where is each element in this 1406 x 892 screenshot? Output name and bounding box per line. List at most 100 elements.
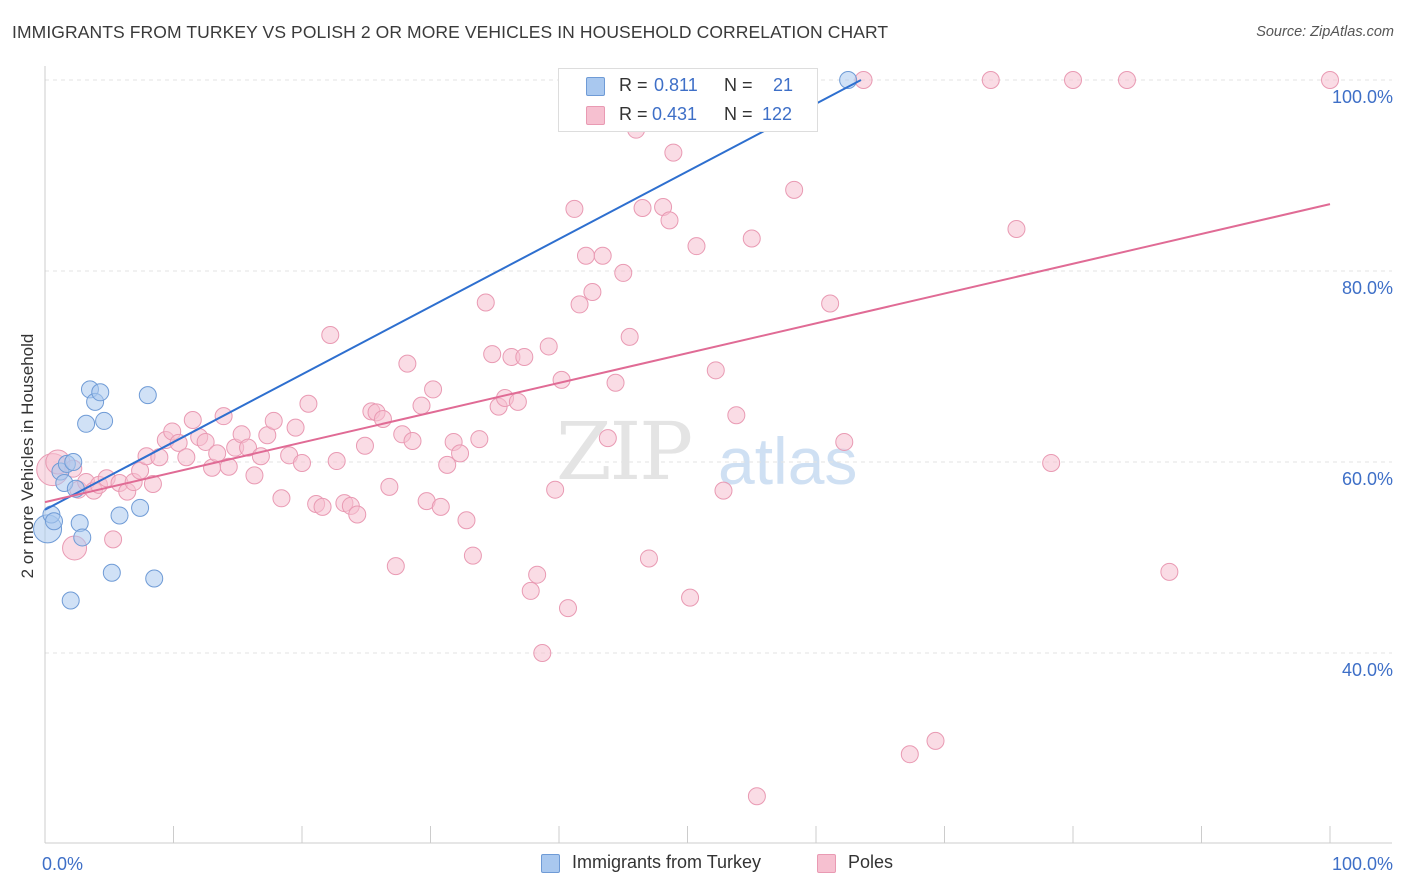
poles-point xyxy=(470,430,489,449)
y-tick-label: 40.0% xyxy=(1342,660,1393,680)
legend-n-label: N = xyxy=(724,75,753,95)
poles-point xyxy=(457,511,476,530)
turkey-point xyxy=(44,512,63,531)
legend-r-value-poles: 0.431 xyxy=(652,104,698,124)
y-tick-label: 100.0% xyxy=(1332,87,1393,107)
turkey-point xyxy=(131,498,150,517)
turkey-point xyxy=(91,383,110,402)
turkey-point xyxy=(77,414,96,433)
poles-point xyxy=(508,392,527,411)
poles-point xyxy=(660,211,679,230)
poles-point xyxy=(245,466,264,485)
poles-point xyxy=(424,380,443,399)
poles-point xyxy=(239,438,258,457)
poles-point xyxy=(606,373,625,392)
poles-point xyxy=(219,457,238,476)
poles-point xyxy=(681,588,700,607)
bottom-legend-swatch-turkey xyxy=(541,854,560,873)
poles-point xyxy=(633,198,652,217)
poles-point xyxy=(742,229,761,248)
poles-point xyxy=(639,549,658,568)
poles-point xyxy=(208,444,227,463)
poles-point xyxy=(293,453,311,472)
bottom-legend-label-turkey: Immigrants from Turkey xyxy=(572,852,762,872)
poles-point xyxy=(386,557,405,576)
y-tick-label: 60.0% xyxy=(1342,469,1393,489)
legend-row-turkey: R = 0.811 N = 21 xyxy=(559,73,817,99)
legend-r-label: R = xyxy=(619,75,648,95)
poles-point xyxy=(412,396,431,415)
poles-point xyxy=(521,581,540,600)
poles-point xyxy=(1321,71,1339,89)
legend-r-label: R = xyxy=(619,104,648,124)
poles-point xyxy=(183,410,202,429)
turkey-point xyxy=(61,591,80,610)
poles-point xyxy=(143,474,162,493)
poles-point xyxy=(926,731,945,750)
turkey-point xyxy=(145,569,164,588)
poles-point xyxy=(981,71,1000,89)
legend-row-poles: R = 0.431 N = 122 xyxy=(559,102,817,128)
poles-point xyxy=(714,481,733,500)
chart-title: IMMIGRANTS FROM TURKEY VS POLISH 2 OR MO… xyxy=(12,22,889,42)
poles-point xyxy=(1007,219,1026,238)
poles-point xyxy=(1117,71,1136,89)
poles-point xyxy=(348,505,367,524)
poles-point xyxy=(583,283,602,302)
x-tick-label: 0.0% xyxy=(42,854,83,874)
poles-point xyxy=(687,237,706,256)
watermark-zip: ZIP xyxy=(556,405,693,498)
poles-point xyxy=(1064,71,1082,89)
legend-n-value-poles: 122 xyxy=(762,104,793,124)
poles-point xyxy=(593,246,612,265)
poles-trend-line xyxy=(44,203,1331,504)
poles-point xyxy=(431,497,450,516)
poles-point xyxy=(398,354,417,373)
poles-point xyxy=(451,444,470,463)
poles-point xyxy=(264,411,283,430)
turkey-point xyxy=(95,411,114,430)
watermark-atlas: atlas xyxy=(718,424,858,498)
poles-point xyxy=(1042,453,1061,472)
poles-point xyxy=(286,418,305,437)
poles-point xyxy=(614,263,633,282)
poles-point xyxy=(380,477,399,496)
poles-point xyxy=(483,345,502,364)
poles-point xyxy=(598,429,617,448)
poles-point xyxy=(546,480,565,499)
poles-point xyxy=(565,199,584,218)
poles-point xyxy=(747,787,766,806)
turkey-point xyxy=(64,453,83,471)
poles-point xyxy=(620,327,639,346)
poles-point xyxy=(835,432,854,451)
bottom-legend-label-poles: Poles xyxy=(848,852,894,872)
turkey-point xyxy=(73,528,92,547)
poles-point xyxy=(533,644,552,662)
poles-point xyxy=(272,489,291,508)
poles-point xyxy=(313,497,332,516)
poles-point xyxy=(558,599,577,618)
poles-point xyxy=(785,180,804,199)
poles-point xyxy=(900,745,919,764)
poles-point xyxy=(463,546,482,565)
legend-swatch-turkey xyxy=(586,77,605,96)
poles-point xyxy=(664,143,683,162)
bottom-legend-swatch-poles xyxy=(817,854,836,873)
correlation-legend: R = 0.811 N = 21 R = 0.431 N = 122 xyxy=(558,68,818,132)
poles-point xyxy=(177,448,196,467)
poles-point xyxy=(528,565,547,584)
poles-point xyxy=(104,530,123,549)
legend-swatch-poles xyxy=(586,106,605,125)
poles-point xyxy=(821,294,840,313)
legend-n-label: N = xyxy=(724,104,753,124)
turkey-point xyxy=(138,386,157,405)
legend-n-value-turkey: 21 xyxy=(773,75,794,95)
poles-point xyxy=(576,246,595,265)
turkey-point xyxy=(102,563,121,582)
poles-point xyxy=(552,370,571,389)
poles-point xyxy=(727,406,746,425)
poles-point xyxy=(539,337,558,356)
poles-point xyxy=(854,71,873,89)
poles-point xyxy=(476,293,495,312)
